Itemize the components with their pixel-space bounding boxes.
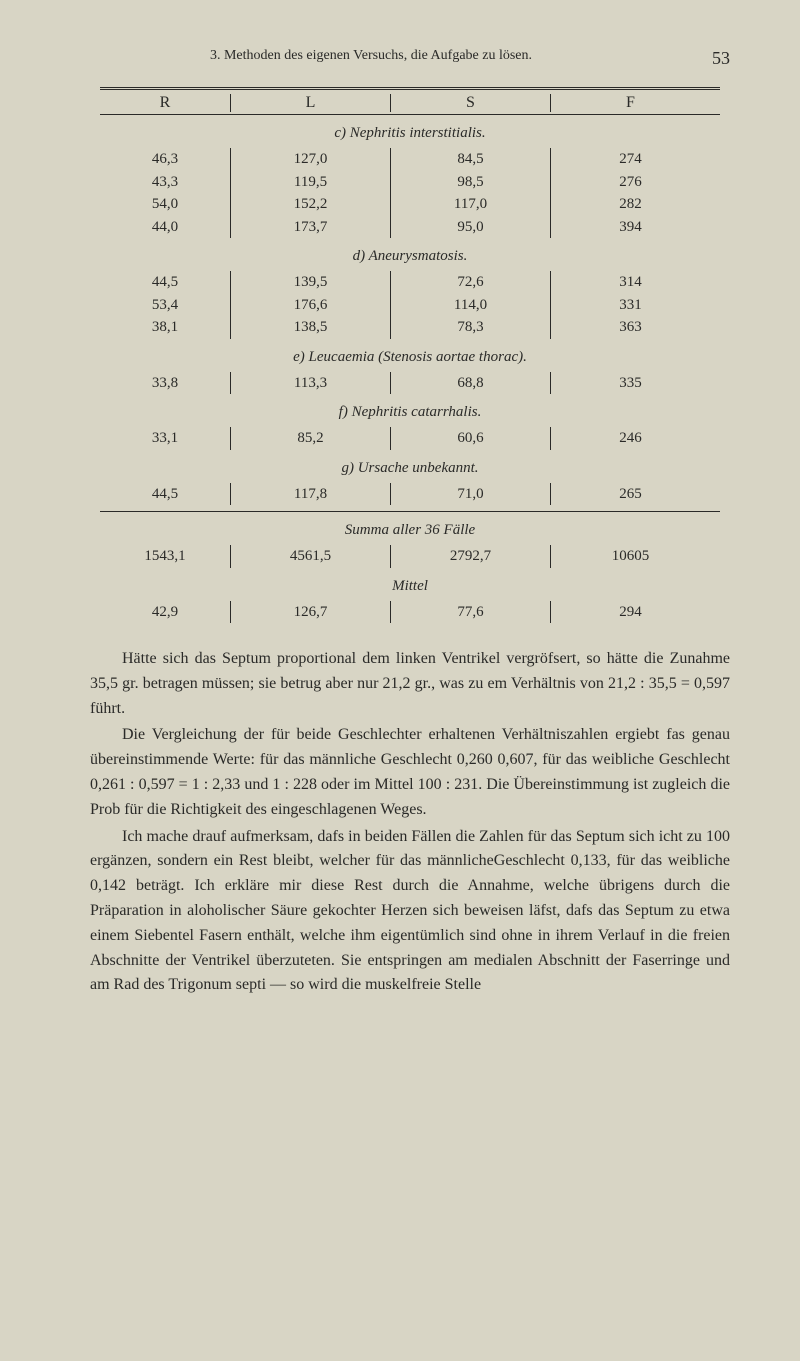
paragraph-3: Ich mache drauf aufmerksam, dafs in beid… [90,825,730,999]
section-e-title: e) Leucaemia (Stenosis aortae thorac). [100,349,720,366]
table-row: 1543,14561,52792,710605 [100,545,720,568]
page-header: 3. Methoden des eigenen Versuchs, die Au… [90,48,730,69]
section-summa-title: Summa aller 36 Fälle [100,522,720,539]
section-c-title: c) Nephritis interstitialis. [100,125,720,142]
header-s: S [390,94,550,112]
table-row: 43,3119,598,5276 [100,171,720,194]
table-row: 33,8113,368,8335 [100,372,720,395]
table-row: 54,0152,2117,0282 [100,193,720,216]
header-f: F [550,94,710,112]
paragraph-1: Hätte sich das Septum proportional dem l… [90,647,730,721]
page-number: 53 [652,48,730,69]
table-row: 44,0173,795,0394 [100,216,720,239]
table-row: 38,1138,578,3363 [100,316,720,339]
section-d-title: d) Aneurysmatosis. [100,248,720,265]
table-row: 53,4176,6114,0331 [100,294,720,317]
table-row: 33,185,260,6246 [100,427,720,450]
table-row: 44,5139,572,6314 [100,271,720,294]
header-l: L [230,94,390,112]
paragraph-2: Die Vergleichung der für beide Geschlech… [90,723,730,822]
table-row: 44,5117,871,0265 [100,483,720,506]
table-row: 42,9126,777,6294 [100,601,720,624]
chapter-title: 3. Methoden des eigenen Versuchs, die Au… [90,48,652,69]
section-g-title: g) Ursache unbekannt. [100,460,720,477]
table-header-row: R L S F [100,90,720,115]
header-r: R [100,94,230,112]
table-row: 46,3127,084,5274 [100,148,720,171]
section-f-title: f) Nephritis catarrhalis. [100,404,720,421]
data-table: R L S F c) Nephritis interstitialis. 46,… [100,87,720,623]
section-mittel-title: Mittel [100,578,720,595]
body-text: Hätte sich das Septum proportional dem l… [90,647,730,998]
